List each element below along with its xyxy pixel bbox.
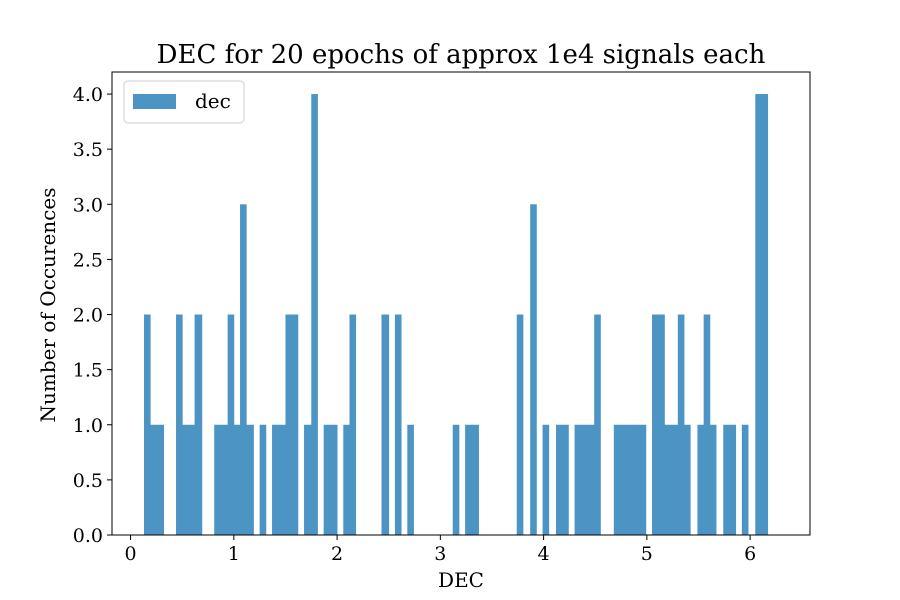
histogram-bar (542, 424, 550, 535)
histogram-bar (671, 424, 679, 535)
x-tick-label: 5 (641, 543, 653, 565)
legend: dec (123, 80, 245, 124)
histogram-bar (755, 94, 762, 536)
histogram-bar (588, 424, 595, 535)
histogram-bar (329, 424, 338, 535)
histogram-bar (214, 424, 221, 535)
histogram-bar (620, 424, 627, 535)
histogram-bar (394, 314, 402, 535)
chart-title: DEC for 20 epochs of approx 1e4 signals … (157, 40, 766, 70)
legend-swatch-dec (133, 94, 176, 109)
histogram-bar (472, 424, 479, 535)
histogram-bar (188, 424, 196, 535)
histogram-bar (465, 424, 473, 535)
histogram-bar (741, 424, 749, 535)
histogram-bar (343, 424, 350, 535)
y-axis-label: Number of Occurences (36, 188, 60, 423)
histogram-bar (304, 424, 312, 535)
histogram-bar (632, 424, 641, 535)
y-tick-label: 3.0 (73, 194, 103, 216)
histogram-bar (684, 424, 691, 535)
histogram-bar (574, 424, 582, 535)
histogram-bar (144, 314, 151, 535)
histogram-bar (240, 204, 247, 536)
histogram-bar (658, 314, 665, 535)
histogram-bar (291, 314, 299, 535)
histogram-bar (594, 314, 601, 535)
histogram-bar (194, 314, 203, 535)
histogram-bar (555, 424, 563, 535)
legend-frame (123, 80, 245, 124)
histogram-bar (729, 424, 737, 535)
x-tick-label: 1 (228, 543, 240, 565)
y-tick-label: 0.5 (73, 470, 103, 492)
legend-label-dec: dec (195, 89, 231, 113)
histogram-bar (323, 424, 331, 535)
y-tick-label: 4.0 (73, 84, 103, 106)
y-tick-label: 0.0 (73, 525, 103, 547)
histogram-bar (246, 424, 254, 535)
histogram-bar (279, 424, 286, 535)
y-tick-label: 1.0 (73, 415, 103, 437)
x-tick-label: 0 (125, 543, 137, 565)
histogram-bar (157, 424, 165, 535)
plot-frame (111, 71, 811, 536)
histogram-bar (697, 424, 705, 535)
histogram-bar (677, 314, 685, 535)
histogram-bar (285, 314, 293, 535)
histogram-bar (703, 314, 711, 535)
histogram-bar (311, 94, 318, 536)
histogram-bar (381, 314, 390, 535)
histogram-bar (452, 424, 460, 535)
histogram-bar (709, 424, 717, 535)
histogram-bar (233, 424, 241, 535)
histogram-bar (182, 424, 189, 535)
histogram-bar (259, 424, 267, 535)
y-tick-label: 2.5 (73, 249, 103, 271)
histogram-bar (580, 424, 589, 535)
x-tick-label: 4 (538, 543, 550, 565)
bars (144, 94, 769, 536)
histogram-bar (664, 424, 673, 535)
histogram-bar (613, 424, 621, 535)
histogram-bar (652, 314, 659, 535)
x-tick-label: 3 (434, 543, 446, 565)
histogram-bar (516, 314, 524, 535)
x-axis-label: DEC (438, 568, 484, 592)
histogram-bar (349, 314, 357, 535)
histogram-bar (272, 424, 280, 535)
histogram-bar (626, 424, 633, 535)
histogram-bar (639, 424, 647, 535)
histogram-bar (227, 314, 235, 535)
axes: 0 1 2 3 4 5 6 0.0 0.5 1.0 1.5 2.0 2.5 3.0 3.5 4.0 (73, 71, 811, 565)
histogram-bar (562, 424, 569, 535)
histogram-bar (176, 314, 183, 535)
y-tick-label: 1.5 (73, 360, 103, 382)
histogram-bar (220, 424, 229, 535)
histogram-bar (150, 424, 158, 535)
x-tick-label: 2 (331, 543, 343, 565)
x-tick-label: 6 (744, 543, 756, 565)
histogram-bar (530, 204, 537, 536)
histogram-bar (723, 424, 730, 535)
histogram-bar (761, 94, 769, 536)
y-tick-label: 2.0 (73, 305, 103, 327)
y-tick-label: 3.5 (73, 139, 103, 161)
histogram-bar (407, 424, 414, 535)
